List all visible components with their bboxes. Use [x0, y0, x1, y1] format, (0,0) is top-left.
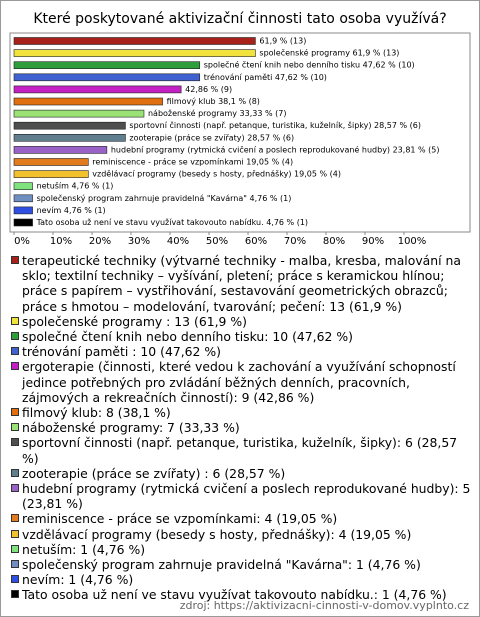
- legend-item: reminiscence - práce se vzpomínkami: 4 (…: [11, 511, 471, 526]
- bar: [13, 73, 201, 82]
- legend-label: reminiscence - práce se vzpomínkami: 4 (…: [22, 511, 338, 527]
- plot-frame: [9, 32, 471, 233]
- legend-swatch: [11, 529, 19, 538]
- legend-label: společné čtení knih nebo denního tisku: …: [22, 329, 353, 345]
- bar: [13, 194, 33, 203]
- value-label: 42,86 % (9): [185, 85, 232, 94]
- bar: [13, 158, 89, 166]
- legend-label: netuším: 1 (4,76 %): [22, 541, 146, 557]
- legend-label: filmový klub: 8 (38,1 %): [22, 405, 171, 421]
- legend-swatch: [11, 362, 19, 371]
- x-tick-label: 100%: [398, 236, 427, 247]
- legend-item: sportovní činnosti (např. petanque, turi…: [11, 435, 471, 466]
- bar: [13, 109, 145, 118]
- value-label: náboženské programy 33,33 % (7): [148, 108, 286, 118]
- chart-title: Které poskytované aktivizační činnosti t…: [33, 11, 446, 27]
- legend-swatch: [11, 423, 19, 432]
- x-tick-label: 10%: [50, 236, 72, 247]
- legend-label: společenské programy : 13 (61,9 %): [22, 313, 247, 329]
- legend-label: hudební programy (rytmická cvičení a pos…: [22, 481, 471, 512]
- bar: [13, 97, 163, 106]
- legend-item: společenský program zahrnuje pravidelná …: [11, 557, 471, 572]
- legend-swatch: [11, 484, 19, 493]
- legend-item: Tato osoba už není ve stavu využívat tak…: [11, 587, 471, 602]
- x-tick-label: 60%: [245, 236, 267, 247]
- legend-label: vzdělávací programy (besedy s hosty, pře…: [22, 526, 412, 542]
- value-label: hudební programy (rytmická cvičení a pos…: [111, 144, 440, 154]
- legend-swatch: [11, 332, 19, 341]
- legend-swatch: [11, 438, 19, 447]
- value-label: nevím 4,76 % (1): [37, 206, 106, 215]
- legend-swatch: [11, 544, 19, 553]
- value-label: 61,9 % (13): [259, 37, 306, 46]
- legend-item: zooterapie (práce se zvířaty) : 6 (28,57…: [11, 466, 471, 481]
- x-tick-label: 20%: [89, 236, 111, 247]
- bar: [13, 121, 126, 130]
- bar: [13, 170, 89, 178]
- legend-label: nevím: 1 (4,76 %): [22, 572, 134, 588]
- bar: [13, 37, 256, 45]
- bar: [13, 85, 182, 94]
- legend-label: trénování paměti : 10 (47,62 %): [22, 344, 221, 360]
- legend-swatch: [11, 590, 19, 599]
- bar: [13, 218, 33, 227]
- chart: Které poskytované aktivizační činnosti t…: [9, 11, 471, 247]
- bar: [13, 61, 201, 70]
- bar: [13, 134, 126, 142]
- value-label: sportovní činnosti (např. petanque, turi…: [129, 120, 421, 130]
- x-tick-label: 90%: [362, 236, 384, 247]
- value-label: Tato osoba už není ve stavu využívat tak…: [36, 218, 308, 227]
- x-tick-label: 50%: [206, 236, 228, 247]
- legend-label: Tato osoba už není ve stavu využívat tak…: [22, 587, 447, 603]
- legend-item: trénování paměti : 10 (47,62 %): [11, 344, 471, 359]
- legend-item: nevím: 1 (4,76 %): [11, 572, 471, 587]
- legend-item: vzdělávací programy (besedy s hosty, pře…: [11, 527, 471, 542]
- bar: [13, 146, 108, 154]
- legend-label: společenský program zahrnuje pravidelná …: [22, 557, 421, 573]
- legend-item: společenské programy : 13 (61,9 %): [11, 314, 471, 329]
- legend-item: terapeutické techniky (výtvarné techniky…: [11, 253, 471, 314]
- bar: [13, 49, 256, 57]
- legend: terapeutické techniky (výtvarné techniky…: [11, 253, 471, 603]
- value-label: reminiscence - práce se vzpomínkami 19,0…: [92, 158, 293, 167]
- legend-item: hudební programy (rytmická cvičení a pos…: [11, 481, 471, 511]
- x-tick-label: 40%: [167, 236, 189, 247]
- legend-swatch: [11, 514, 19, 523]
- value-label: zooterapie (práce se zvířaty) 28,57 % (6…: [129, 133, 294, 142]
- legend-item: náboženské programy: 7 (33,33 %): [11, 420, 471, 435]
- value-label: společenský program zahrnuje pravidelná …: [37, 193, 292, 203]
- legend-swatch: [11, 468, 19, 477]
- legend-swatch: [11, 347, 19, 356]
- legend-swatch: [11, 575, 19, 584]
- legend-item: netuším: 1 (4,76 %): [11, 542, 471, 557]
- x-tick-label: 70%: [284, 236, 306, 247]
- legend-swatch: [11, 560, 19, 569]
- legend-swatch: [11, 316, 19, 325]
- source: zdroj: https://aktivizacni-cinnosti-v-do…: [179, 599, 469, 612]
- value-label: trénování paměti 47,62 % (10): [204, 72, 327, 82]
- bar: [13, 182, 33, 190]
- bar: [13, 206, 33, 215]
- value-label: filmový klub 38,1 % (8): [167, 97, 260, 106]
- legend-label: terapeutické techniky (výtvarné techniky…: [22, 253, 461, 314]
- x-tick-label: 30%: [128, 236, 150, 247]
- legend-label: náboženské programy: 7 (33,33 %): [22, 420, 240, 436]
- value-label: společné čtení knih nebo denního tisku 4…: [204, 60, 415, 70]
- legend-item: ergoterapie (činnosti, které vedou k zac…: [11, 359, 471, 405]
- x-tick-label: 0%: [14, 236, 30, 247]
- legend-label: sportovní činnosti (např. petanque, turi…: [22, 435, 458, 466]
- value-label: vzdělávací programy (besedy s hosty, pře…: [92, 169, 341, 179]
- legend-item: filmový klub: 8 (38,1 %): [11, 405, 471, 420]
- value-label: společenské programy 61,9 % (13): [259, 48, 399, 58]
- legend-label: ergoterapie (činnosti, které vedou k zac…: [22, 359, 456, 405]
- value-label: netuším 4,76 % (1): [37, 181, 114, 191]
- x-tick-label: 80%: [323, 236, 345, 247]
- legend-swatch: [11, 408, 19, 417]
- legend-label: zooterapie (práce se zvířaty) : 6 (28,57…: [22, 465, 286, 481]
- legend-swatch: [11, 256, 19, 264]
- legend-item: společné čtení knih nebo denního tisku: …: [11, 329, 471, 344]
